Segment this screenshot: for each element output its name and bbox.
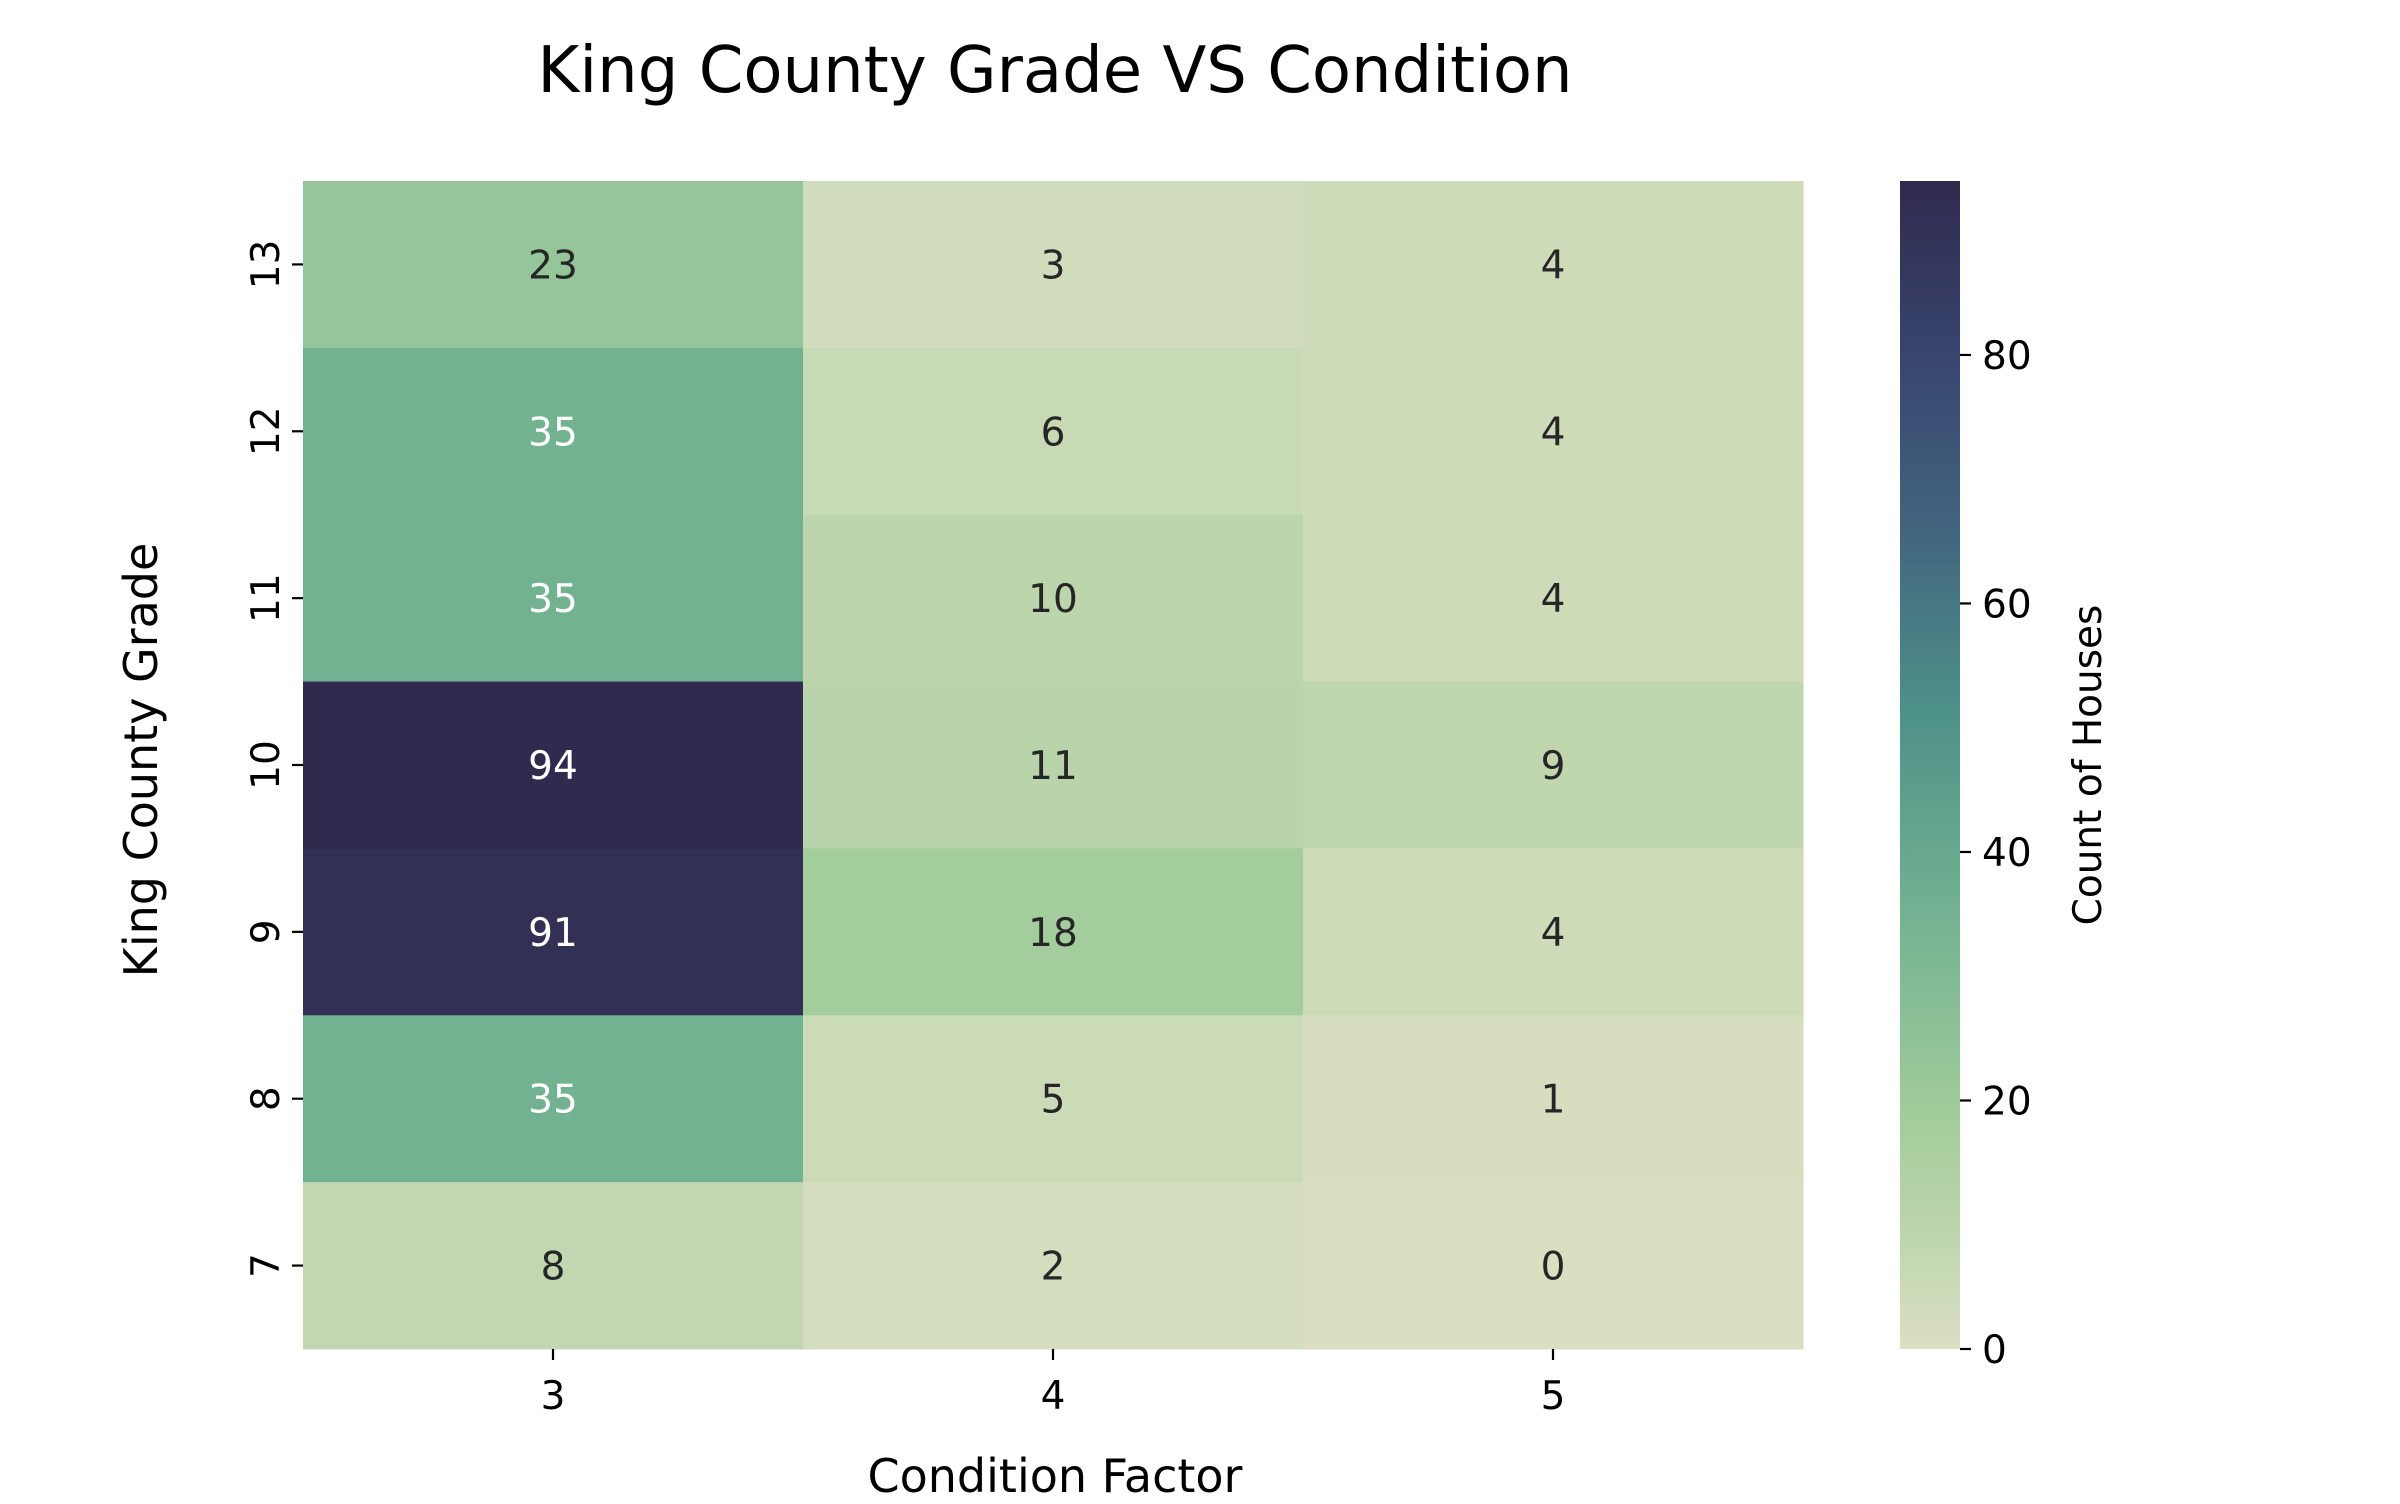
heatmap-cell: [303, 1015, 804, 1183]
cell-value-label: 18: [1028, 911, 1078, 956]
heatmap-cell: [303, 347, 804, 516]
y-tick-label: 13: [244, 240, 289, 290]
heatmap-cell: [803, 514, 1304, 683]
cell-value-label: 2: [1041, 1245, 1066, 1290]
y-tick-label: 12: [244, 406, 289, 456]
y-tick-label: 10: [244, 740, 289, 790]
cell-value-label: 8: [541, 1245, 566, 1290]
y-axis-label: King County Grade: [114, 543, 168, 978]
cell-value-label: 11: [1028, 744, 1078, 789]
heatmap-cells: [303, 181, 1804, 1350]
colorbar-tick-label: 0: [1982, 1328, 2007, 1373]
heatmap-cell: [803, 848, 1304, 1016]
cell-value-label: 3: [1041, 243, 1066, 288]
heatmap-cell: [303, 848, 804, 1016]
y-tick-label: 11: [244, 573, 289, 623]
y-axis: 13 12 11 10 9 8 7: [244, 240, 303, 1278]
colorbar-tick-label: 60: [1982, 582, 2032, 627]
x-axis-label: Condition Factor: [868, 1449, 1243, 1500]
heatmap-cell: [1303, 848, 1804, 1016]
cell-value-label: 94: [528, 744, 578, 789]
x-axis: 3 4 5: [541, 1349, 1566, 1419]
cell-value-label: 23: [528, 243, 578, 288]
cell-value-label: 5: [1041, 1078, 1066, 1123]
heatmap-cell: [303, 181, 804, 349]
cell-value-label: 4: [1541, 911, 1566, 956]
colorbar: [1900, 181, 1960, 1349]
heatmap-cell: [1303, 681, 1804, 849]
cell-value-label: 4: [1541, 243, 1566, 288]
heatmap-cell: [1303, 1015, 1804, 1183]
heatmap-cell: [1303, 514, 1804, 683]
heatmap-cell: [803, 1182, 1304, 1350]
colorbar-label: Count of Houses: [2066, 605, 2111, 926]
cell-value-label: 35: [528, 577, 578, 622]
colorbar-tick-label: 40: [1982, 831, 2032, 876]
heatmap-cell: [803, 1015, 1304, 1183]
heatmap-cell: [1303, 1182, 1804, 1350]
x-tick-label: 5: [1541, 1374, 1566, 1419]
cell-value-label: 10: [1028, 577, 1078, 622]
cell-value-label: 91: [528, 911, 578, 956]
colorbar-tick-label: 80: [1982, 334, 2032, 379]
heatmap-cell: [303, 1182, 804, 1350]
cell-value-label: 0: [1541, 1245, 1566, 1290]
x-tick-label: 4: [1041, 1374, 1066, 1419]
heatmap-cell: [303, 681, 804, 849]
heatmap-cell: [803, 181, 1304, 349]
heatmap-cell: [1303, 347, 1804, 516]
x-tick-label: 3: [541, 1374, 566, 1419]
cell-value-label: 4: [1541, 410, 1566, 455]
cell-value-label: 1: [1541, 1078, 1566, 1123]
cell-value-label: 9: [1541, 744, 1566, 789]
cell-value-label: 35: [528, 410, 578, 455]
heatmap-cell-labels: 23 3 435 6 435 10 494 11 991 18 435 5 18 2 0: [528, 243, 1565, 1289]
heatmap-cell: [303, 514, 804, 683]
chart-title: King County Grade VS Condition: [537, 34, 1572, 108]
heatmap-cell: [1303, 181, 1804, 349]
heatmap-cell: [803, 681, 1304, 849]
y-tick-label: 7: [244, 1253, 289, 1278]
colorbar-tick-label: 20: [1982, 1079, 2032, 1124]
cell-value-label: 4: [1541, 577, 1566, 622]
colorbar-ticks: 0 20 40 60 80: [1960, 334, 2032, 1373]
y-tick-label: 8: [244, 1086, 289, 1111]
y-tick-label: 9: [244, 919, 289, 944]
cell-value-label: 35: [528, 1078, 578, 1123]
cell-value-label: 6: [1041, 410, 1066, 455]
heatmap-cell: [803, 347, 1304, 516]
